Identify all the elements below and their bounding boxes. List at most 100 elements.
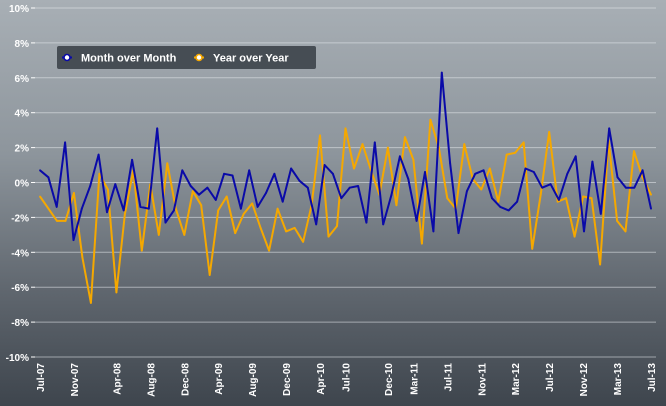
data-point [365, 221, 368, 224]
data-point [327, 235, 330, 238]
series-group [39, 71, 652, 304]
data-point [189, 185, 192, 187]
data-point [641, 169, 644, 172]
data-point [173, 209, 175, 212]
legend-swatch-marker [195, 53, 203, 62]
data-point [482, 169, 485, 172]
x-tick-label: Jul-10 [342, 363, 353, 392]
data-point [225, 195, 228, 198]
data-point [353, 167, 355, 170]
data-point [549, 183, 552, 186]
data-point [565, 197, 567, 200]
data-point [650, 207, 652, 210]
x-tick-label: Mar-12 [511, 363, 522, 396]
data-point [344, 127, 347, 130]
data-point [64, 220, 67, 222]
legend-swatch-marker [63, 53, 71, 62]
data-point [357, 185, 359, 187]
data-point [390, 193, 393, 196]
data-point [539, 193, 542, 196]
data-point [583, 230, 585, 233]
x-tick-label: Apr-10 [316, 363, 327, 395]
data-point [340, 197, 343, 200]
data-point [531, 247, 534, 250]
data-point [556, 200, 559, 203]
y-tick-label: 2% [15, 144, 30, 155]
data-point [200, 204, 203, 207]
data-point [164, 221, 167, 224]
data-point [240, 207, 242, 210]
data-point [89, 185, 92, 187]
legend-box [57, 46, 316, 69]
data-point [633, 186, 636, 189]
data-point [395, 204, 398, 207]
data-point [198, 193, 200, 196]
data-point [497, 200, 500, 203]
data-point [122, 209, 125, 212]
data-point [480, 188, 483, 191]
y-tick-label: -2% [11, 213, 29, 224]
data-point [421, 242, 423, 245]
series-year-over-year [39, 118, 652, 304]
data-point [208, 274, 211, 276]
data-point [608, 127, 611, 130]
data-point [290, 167, 292, 170]
data-point [532, 171, 535, 173]
data-point [424, 171, 426, 173]
data-point [147, 207, 150, 210]
data-point [407, 178, 410, 180]
data-point [273, 172, 276, 175]
data-point [599, 263, 601, 266]
data-point [574, 155, 577, 158]
data-point [488, 167, 491, 170]
data-point [39, 169, 41, 172]
data-point [446, 197, 449, 200]
data-point [217, 209, 220, 212]
y-tick-label: 10% [9, 4, 29, 15]
data-point [56, 220, 58, 222]
data-point [259, 227, 262, 229]
legend-item: Month over Month [62, 53, 177, 65]
data-point [73, 192, 75, 194]
data-point [214, 199, 217, 201]
data-point [616, 220, 618, 222]
data-point [242, 213, 245, 215]
data-point [373, 141, 376, 144]
x-axis: Jul-07 Nov-07 Apr-08 Aug-08 Dec-08 Apr-09 Aug-… [36, 363, 658, 397]
x-tick-label: Dec-08 [180, 363, 191, 396]
data-point [474, 172, 477, 175]
data-point [64, 141, 66, 144]
data-point [248, 169, 251, 172]
data-point [463, 143, 466, 146]
data-point [181, 169, 184, 172]
data-point [298, 179, 301, 182]
data-point [265, 192, 267, 194]
data-point [440, 71, 443, 74]
data-point [72, 239, 75, 242]
data-point [90, 302, 92, 304]
data-point [319, 134, 321, 137]
data-point [166, 162, 169, 165]
data-point [382, 223, 385, 226]
x-tick-label: Jul-07 [36, 363, 47, 392]
data-point [39, 195, 41, 198]
data-point [522, 141, 525, 144]
data-point [641, 176, 644, 179]
y-tick-label: -10% [6, 353, 29, 364]
data-point [412, 158, 415, 161]
data-point [223, 172, 226, 175]
data-point [140, 249, 143, 252]
data-point [183, 234, 186, 236]
data-point [131, 158, 134, 161]
data-point [573, 235, 576, 238]
data-point [361, 143, 364, 146]
data-point [505, 153, 508, 156]
y-tick-label: 8% [15, 39, 30, 50]
data-point [548, 131, 551, 133]
data-point [336, 225, 338, 228]
data-point [457, 232, 460, 235]
data-point [55, 206, 58, 208]
x-tick-label: Dec-10 [384, 363, 395, 396]
data-point [47, 207, 50, 210]
